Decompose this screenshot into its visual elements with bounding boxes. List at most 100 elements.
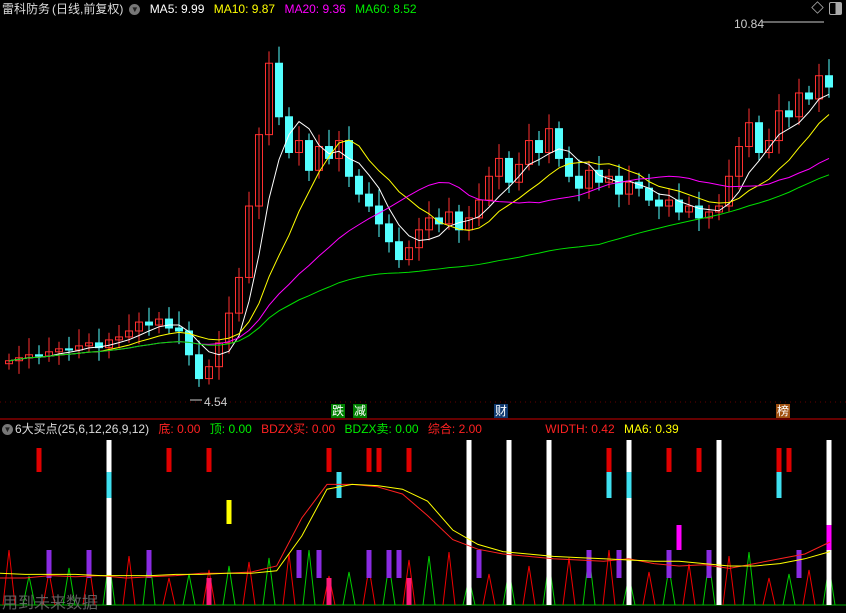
main-header: 雷科防务 (日线,前复权) ▼ MA5: 9.99 MA10: 9.87 MA20:…: [2, 1, 423, 17]
ma20-value: MA20: 9.36: [284, 2, 346, 16]
candle-body: [795, 92, 803, 118]
candle-body: [485, 175, 493, 201]
candle-body: [785, 110, 793, 118]
bdzx-buy-value: BDZX买: 0.00: [261, 422, 336, 436]
high-price-label: 10.84: [734, 17, 765, 31]
purple-signal-bar: [386, 550, 392, 578]
indicator-spike: [642, 571, 656, 606]
indicator-header: ▼ 6大买点(25,6,12,26,9,12) 底: 0.00 顶: 0.00 B…: [2, 421, 685, 437]
indicator-spike: [202, 569, 216, 606]
candle-body: [15, 357, 23, 362]
candle-body: [435, 217, 443, 225]
purple-signal-bar: [796, 550, 802, 578]
candle-body: [105, 339, 113, 349]
candle-body: [465, 217, 473, 231]
white-signal-bar: [546, 440, 552, 605]
candle-body: [715, 205, 723, 213]
yellow-signal-bar: [226, 500, 232, 524]
tag-die[interactable]: 跌: [331, 404, 346, 418]
candle-body: [315, 146, 323, 171]
red-signal-bar: [36, 448, 42, 472]
period-label: (日线,前复权): [52, 2, 124, 16]
purple-signal-bar: [666, 550, 672, 578]
candle-body: [245, 205, 253, 278]
candle-body: [505, 157, 513, 183]
candle-body: [685, 205, 693, 213]
red-signal-bar: [376, 448, 382, 472]
purple-signal-bar: [296, 550, 302, 578]
bdzx-sell-value: BDZX卖: 0.00: [344, 422, 419, 436]
watermark: 用到未来数据: [2, 595, 99, 612]
indicator-spike: [742, 551, 756, 606]
ma60-value: MA60: 8.52: [355, 2, 417, 16]
red-signal-bar: [786, 448, 792, 472]
indicator-spike: [262, 557, 276, 606]
purple-signal-bar: [586, 550, 592, 578]
candle-body: [615, 175, 623, 195]
candle-body: [635, 181, 643, 189]
indicator-spike: [602, 549, 616, 606]
candle-body: [425, 217, 433, 231]
indicator-spike: [222, 565, 236, 606]
candle-body: [235, 276, 243, 314]
red-signal-bar: [696, 448, 702, 472]
candle-body: [215, 342, 223, 368]
candle-body: [515, 163, 523, 183]
candle-body: [495, 157, 503, 177]
indicator-spike: [782, 573, 796, 606]
tag-jian[interactable]: 减: [353, 404, 368, 418]
white-signal-bar: [716, 440, 722, 605]
candle-body: [825, 75, 833, 88]
indicator-spike: [482, 573, 496, 606]
candle-body: [145, 321, 153, 326]
candle-body: [725, 175, 733, 207]
indicator-spike: [562, 557, 576, 606]
candle-body: [265, 62, 273, 136]
pink-signal-bar: [406, 578, 412, 605]
candle-body: [755, 122, 763, 153]
candle-body: [545, 128, 553, 153]
candle-body: [745, 122, 753, 148]
tag-bang[interactable]: 榜: [776, 404, 791, 418]
candle-body: [535, 140, 543, 153]
cyan-signal-bar: [106, 472, 112, 498]
candle-body: [225, 312, 233, 344]
candle-body: [765, 140, 773, 153]
tag-cai[interactable]: 财: [494, 404, 509, 418]
indicator-spike: [122, 555, 136, 606]
indicator-spike: [322, 575, 336, 606]
ma10-line: [8, 114, 830, 362]
indicator-spike: [282, 553, 296, 606]
candle-body: [805, 92, 813, 100]
indicator-red-line: [0, 483, 831, 579]
indicator-spike: [442, 551, 456, 606]
candle-body: [85, 342, 93, 347]
red-signal-bar: [206, 448, 212, 472]
indicator-spike: [682, 563, 696, 606]
candle-body: [355, 175, 363, 195]
candle-body: [585, 169, 593, 189]
candle-body: [335, 140, 343, 159]
panel-toggle-icon[interactable]: [829, 2, 842, 15]
red-signal-bar: [166, 448, 172, 472]
ma5-value: MA5: 9.99: [149, 2, 205, 16]
red-signal-bar: [406, 448, 412, 472]
candle-body: [95, 342, 103, 349]
di-value: 底: 0.00: [158, 422, 201, 436]
candle-body: [165, 318, 173, 329]
purple-signal-bar: [396, 550, 402, 578]
white-signal-bar: [506, 440, 512, 605]
cyan-signal-bar: [626, 472, 632, 498]
candle-body: [675, 199, 683, 213]
candle-body: [575, 175, 583, 189]
zonghe-value: 综合: 2.00: [427, 422, 482, 436]
chevron-down-icon[interactable]: ▼: [2, 424, 13, 436]
candle-body: [35, 354, 43, 357]
purple-signal-bar: [46, 550, 52, 578]
chevron-down-icon[interactable]: ▼: [129, 4, 141, 16]
indicator-spike: [62, 567, 76, 606]
candle-body: [565, 157, 573, 177]
ding-value: 顶: 0.00: [209, 422, 252, 436]
candle-body: [205, 366, 213, 380]
